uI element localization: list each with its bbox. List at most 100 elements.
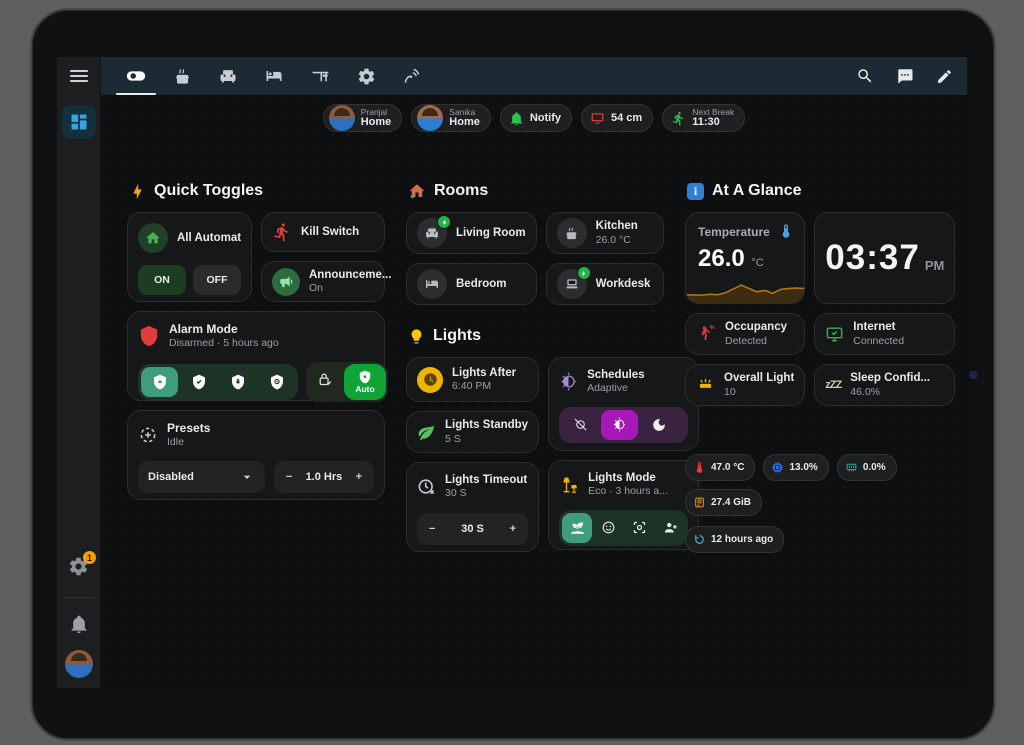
last-restart-chip[interactable]: 12 hours ago: [685, 526, 785, 553]
memory-usage-chip[interactable]: 0.0%: [836, 454, 897, 481]
automations-on-button[interactable]: ON: [138, 265, 186, 295]
cpu-usage-chip[interactable]: 13.0%: [763, 454, 829, 481]
presets-card[interactable]: Presets Idle Disabled −: [127, 410, 385, 500]
kill-switch-card[interactable]: Kill Switch: [261, 212, 385, 252]
presets-duration-stepper: − 1.0 Hrs +: [273, 461, 374, 494]
alarm-auto-button[interactable]: Auto: [344, 364, 386, 401]
bed-room-icon: [417, 269, 447, 299]
tab-workdesk[interactable]: [297, 57, 343, 95]
tab-living-room[interactable]: [205, 57, 251, 95]
temperature-card[interactable]: Temperature 26.0 °C: [685, 212, 806, 304]
notifications-bell-icon[interactable]: [69, 614, 89, 634]
cpu-temp-chip[interactable]: 47.0 °C: [685, 454, 756, 481]
menu-hamburger-icon[interactable]: [57, 57, 100, 95]
alarm-mode-segment: [138, 364, 298, 401]
alarm-mode-armed-button[interactable]: [180, 367, 217, 397]
toggle-switch-icon: [125, 65, 147, 87]
column-quick-toggles: Quick Toggles All Automati...: [127, 182, 391, 553]
overall-light-label: Overall Light: [724, 372, 795, 385]
schedules-adaptive-button[interactable]: [601, 409, 639, 440]
schedules-segment: [559, 406, 689, 443]
room-card-workdesk[interactable]: Workdesk: [545, 263, 664, 305]
room-label: Living Room: [456, 226, 526, 239]
lights-mode-card[interactable]: Lights Mode Eco · 3 hours a...: [548, 460, 700, 550]
timeout-minus-button[interactable]: −: [429, 522, 436, 535]
desk-icon: [311, 67, 330, 86]
cpu-usage-value: 13.0%: [789, 462, 818, 473]
room-card-living-room[interactable]: Living Room: [406, 212, 537, 254]
alarm-subtitle: Disarmed · 5 hours ago: [169, 337, 279, 349]
tab-media[interactable]: [389, 57, 435, 95]
sleep-confidence-card[interactable]: zZZ Sleep Confid... 46.0%: [814, 364, 956, 406]
tab-overview[interactable]: [113, 57, 159, 95]
mode-comfort-button[interactable]: [594, 513, 623, 543]
overall-light-value: 10: [724, 385, 736, 398]
bell-icon: [509, 111, 524, 126]
alarm-mode-home-button[interactable]: [141, 367, 178, 398]
overall-light-card[interactable]: Overall Light 10: [685, 364, 806, 406]
alarm-lock-check-button[interactable]: [308, 364, 340, 394]
disk-free-chip[interactable]: 27.4 GiB: [685, 489, 763, 516]
mode-eco-button[interactable]: [562, 512, 593, 543]
lights-after-value: 6:40 PM: [452, 380, 492, 393]
temperature-value: 26.0: [698, 245, 745, 272]
room-card-kitchen[interactable]: Kitchen 26.0 °C: [545, 212, 664, 254]
schedules-value: Adaptive: [587, 382, 628, 395]
all-automations-card[interactable]: All Automati... ON OFF: [127, 212, 252, 302]
person-chip-pranjal[interactable]: Pranjal Home: [322, 104, 403, 132]
schedules-card[interactable]: Schedules Adaptive: [548, 357, 700, 451]
sleep-value: 46.0%: [850, 385, 881, 398]
room-active-badge: [576, 266, 591, 280]
sidebar-settings-button[interactable]: 1: [68, 551, 96, 577]
shield-clock-icon: [269, 374, 285, 390]
tab-settings[interactable]: [343, 57, 389, 95]
assist-chat-icon[interactable]: [896, 67, 914, 85]
announcements-card[interactable]: Announceme... On: [261, 261, 391, 302]
lights-timeout-card[interactable]: Lights Timeout 30 S − 30 S +: [406, 462, 540, 552]
screen-distance-chip[interactable]: 54 cm: [581, 104, 654, 132]
room-label: Kitchen: [595, 220, 638, 233]
sanika-avatar: [417, 105, 444, 131]
person-chip-sanika[interactable]: Sanika Home: [411, 104, 491, 132]
automations-off-button[interactable]: OFF: [193, 265, 241, 295]
temperature-unit: °C: [751, 257, 764, 269]
next-break-label: Next Break: [692, 106, 735, 117]
sidebar-item-dashboard[interactable]: [61, 105, 96, 139]
alarm-mode-card[interactable]: Alarm Mode Disarmed · 5 hours ago: [127, 311, 388, 403]
user-avatar[interactable]: [64, 650, 93, 678]
memory-usage-value: 0.0%: [862, 462, 886, 473]
settings-notification-badge: 1: [83, 551, 96, 564]
timeout-plus-button[interactable]: +: [509, 522, 517, 535]
alarm-mode-lock-button[interactable]: [219, 367, 256, 397]
schedules-night-button[interactable]: [640, 410, 677, 440]
house-icon: [408, 182, 426, 199]
alarm-mode-night-button[interactable]: [258, 367, 295, 397]
internet-card[interactable]: Internet Connected: [814, 313, 956, 355]
tab-kitchen[interactable]: [159, 57, 205, 95]
edit-pencil-icon[interactable]: [936, 68, 953, 85]
room-card-bedroom[interactable]: Bedroom: [406, 263, 537, 305]
mode-guest-button[interactable]: [656, 513, 685, 543]
presets-dropdown[interactable]: Disabled: [138, 461, 265, 494]
dashboard-icon: [69, 112, 89, 132]
walk-icon: [671, 111, 686, 126]
mode-focus-button[interactable]: [625, 513, 654, 543]
bed-icon: [264, 66, 284, 86]
tab-bedroom[interactable]: [251, 57, 297, 95]
lights-standby-card[interactable]: Lights Standby 5 S: [406, 411, 540, 453]
shield-home-icon: [152, 374, 168, 390]
lights-after-card[interactable]: Lights After 6:40 PM: [406, 357, 540, 402]
status-chip-row: Pranjal Home Sanika Home Notify 54 cm: [101, 104, 967, 132]
schedules-off-button[interactable]: [562, 410, 599, 440]
leaf-icon: [417, 423, 436, 442]
duration-minus-button[interactable]: −: [285, 471, 293, 484]
notify-chip[interactable]: Notify: [499, 104, 573, 132]
internet-label: Internet: [853, 321, 896, 334]
search-icon[interactable]: [856, 67, 874, 85]
duration-plus-button[interactable]: +: [355, 471, 362, 484]
occupancy-card[interactable]: Occupancy Detected: [685, 313, 806, 355]
next-break-chip[interactable]: Next Break 11:30: [662, 104, 746, 132]
room-label: Workdesk: [595, 277, 651, 290]
room-label: Bedroom: [456, 277, 507, 290]
temperature-sparkline: [686, 284, 805, 303]
